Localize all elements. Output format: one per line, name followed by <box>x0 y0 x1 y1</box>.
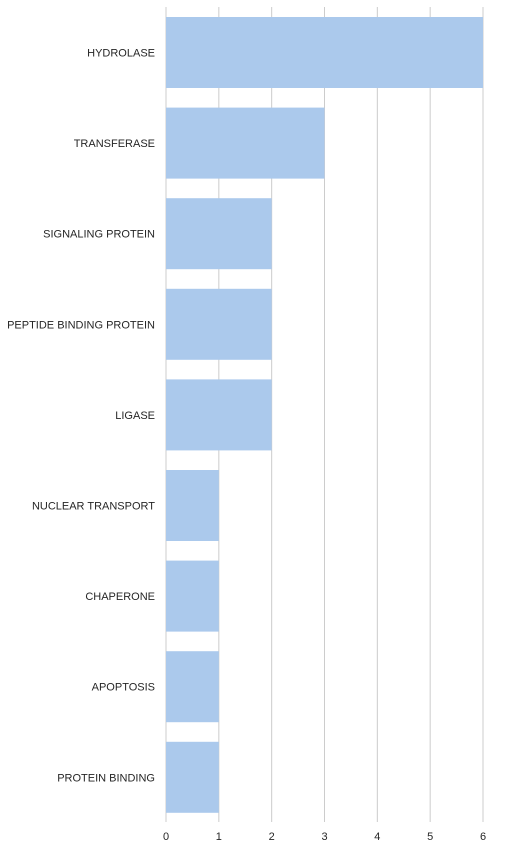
bar-nuclear-transport <box>166 470 219 541</box>
category-label: LIGASE <box>115 410 155 422</box>
category-label: PROTEIN BINDING <box>57 772 155 784</box>
x-tick-label: 6 <box>480 831 486 843</box>
x-tick-label: 2 <box>269 831 275 843</box>
bar-apoptosis <box>166 651 219 723</box>
x-tick-label: 0 <box>163 831 169 843</box>
bar-ligase <box>166 379 272 451</box>
category-label: CHAPERONE <box>85 591 155 603</box>
bar-transferase <box>166 107 325 179</box>
category-labels: HYDROLASE TRANSFERASE SIGNALING PROTEIN PEP… <box>7 48 155 785</box>
x-tick-label: 1 <box>216 831 222 843</box>
category-label: HYDROLASE <box>87 48 155 60</box>
bars <box>166 17 483 813</box>
bar-protein-binding <box>166 741 219 813</box>
category-label: PEPTIDE BINDING PROTEIN <box>7 319 155 331</box>
category-label: SIGNALING PROTEIN <box>43 229 155 241</box>
category-label: TRANSFERASE <box>74 138 155 150</box>
category-label: NUCLEAR TRANSPORT <box>32 501 155 513</box>
x-tick-label: 5 <box>427 831 433 843</box>
bar-hydrolase <box>166 17 483 88</box>
bar-peptide-binding-protein <box>166 288 272 360</box>
bar-chaperone <box>166 560 219 632</box>
category-label: APOPTOSIS <box>92 682 155 694</box>
bar-signaling-protein <box>166 198 272 270</box>
x-tick-label: 4 <box>374 831 380 843</box>
x-tick-labels: 0 1 2 3 4 5 6 <box>163 831 486 843</box>
x-tick-label: 3 <box>321 831 327 843</box>
